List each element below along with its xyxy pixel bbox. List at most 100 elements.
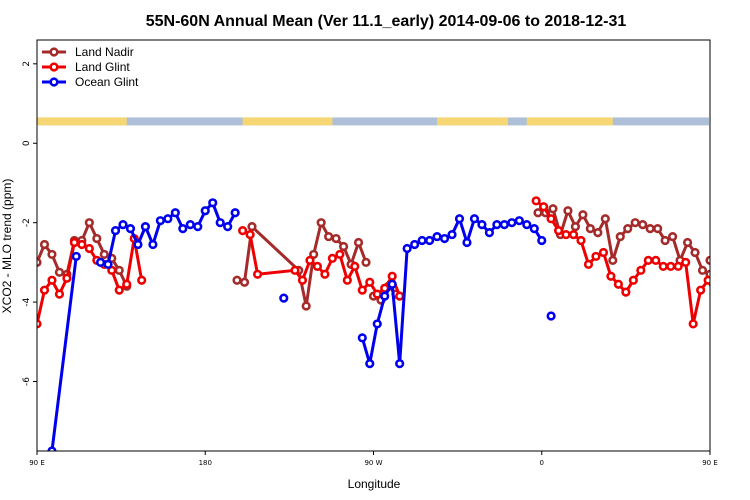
ocean-glint-point	[133, 239, 143, 250]
ocean-glint-point	[484, 227, 495, 238]
land-glint-point	[613, 279, 623, 289]
y-tick-label: 0	[22, 140, 32, 146]
land-nadir-point	[92, 233, 102, 244]
land-glint-point	[735, 239, 742, 246]
land-nadir-point	[593, 227, 603, 238]
land-nadir-point	[338, 241, 349, 252]
ocean-glint-point	[454, 214, 465, 224]
ocean-glint-point	[522, 220, 532, 230]
land-nadir-point	[232, 275, 242, 285]
land-nadir-point	[570, 222, 581, 232]
ocean-glint-point	[387, 279, 397, 289]
ocean-glint-point	[410, 239, 420, 250]
land-glint-point	[245, 229, 255, 240]
ocean-glint-point	[163, 214, 173, 224]
land-glint-point	[305, 255, 315, 265]
land-nadir-point	[668, 231, 678, 242]
ocean-glint-line	[100, 201, 237, 266]
ocean-glint-point	[118, 220, 128, 230]
series-ocean-glint	[47, 198, 556, 451]
land-glint-point	[561, 229, 571, 240]
land-nadir-point	[533, 208, 543, 218]
ocean-glint-point	[395, 359, 405, 369]
land-glint-point	[62, 273, 72, 283]
land-glint-point	[576, 235, 586, 246]
land-glint-point	[47, 275, 57, 285]
y-tick-label: -4	[22, 297, 32, 306]
land-glint-point	[651, 255, 661, 265]
land-glint-point	[77, 239, 87, 250]
land-glint-point	[84, 243, 94, 254]
ocean-glint-point	[170, 208, 180, 218]
land-glint-point	[342, 275, 352, 285]
ocean-glint-point	[492, 220, 502, 230]
ocean-glint-point	[402, 243, 412, 254]
land-nadir-point	[247, 222, 257, 232]
ocean-glint-point	[47, 446, 57, 451]
ocean-glint-point	[432, 231, 442, 242]
ocean-glint-point	[546, 311, 556, 321]
ocean-glint-point	[424, 235, 435, 246]
land-band-segment	[242, 117, 333, 126]
land-nadir-point	[690, 247, 700, 258]
land-glint-point	[598, 247, 609, 258]
land-nadir-point	[623, 224, 633, 234]
land-glint-point	[531, 196, 541, 206]
ocean-glint-point	[148, 239, 158, 250]
land-glint-line	[535, 199, 710, 326]
land-nadir-point	[714, 241, 721, 248]
land-glint-point	[696, 285, 706, 295]
land-glint-point	[365, 277, 375, 287]
land-nadir-point	[353, 237, 364, 248]
land-nadir-point	[608, 255, 618, 265]
land-nadir-point	[563, 206, 573, 216]
land-nadir-point	[600, 214, 610, 224]
land-glint-point	[583, 259, 594, 269]
land-glint-point	[114, 285, 124, 295]
ocean-glint-point	[417, 235, 427, 246]
land-nadir-point	[54, 267, 65, 277]
ocean-glint-point	[357, 333, 367, 343]
y-axis: 2 0 -2 -4 -6	[22, 61, 37, 386]
land-band-segment	[437, 117, 509, 126]
land-nadir-point	[47, 249, 57, 260]
land-glint-point	[312, 261, 323, 271]
land-glint-point	[621, 287, 631, 297]
land-nadir-point	[697, 265, 708, 275]
land-nadir-point	[578, 210, 588, 220]
ocean-glint-point	[125, 224, 136, 234]
land-nadir-line	[708, 256, 710, 261]
land-glint-point	[636, 265, 646, 275]
land-glint-point	[539, 202, 549, 212]
land-glint-point	[290, 265, 300, 275]
legend-label-ocean-glint: Ocean Glint	[75, 75, 139, 89]
ocean-glint-point	[185, 220, 195, 230]
y-tick-label: 2	[22, 61, 32, 67]
legend-marker-ocean-glint	[49, 77, 59, 87]
ocean-glint-point	[537, 235, 547, 246]
land-nadir-point	[99, 249, 109, 260]
land-glint-point	[546, 214, 556, 224]
land-glint-point	[720, 275, 727, 282]
land-nadir-point	[548, 204, 558, 214]
ocean-glint-point	[110, 226, 121, 236]
ocean-glint-point	[208, 198, 218, 208]
land-nadir-point	[361, 257, 371, 267]
land-nadir-point	[84, 218, 94, 228]
land-glint-point	[742, 245, 749, 252]
ocean-glint-line	[50, 256, 78, 451]
land-glint-point	[252, 269, 263, 279]
land-glint-point	[681, 257, 691, 267]
land-glint-point	[606, 271, 616, 281]
x-tick-label: 90 E	[29, 459, 45, 467]
chart-title: 55N-60N Annual Mean (Ver 11.1_early) 201…	[146, 13, 627, 30]
ocean-glint-point	[477, 220, 487, 230]
land-nadir-point	[630, 218, 640, 228]
ocean-glint-point	[447, 229, 457, 240]
ocean-glint-point	[380, 291, 390, 301]
land-nadir-point	[744, 237, 750, 244]
land-glint-point	[643, 255, 653, 265]
series-layer	[37, 196, 750, 451]
